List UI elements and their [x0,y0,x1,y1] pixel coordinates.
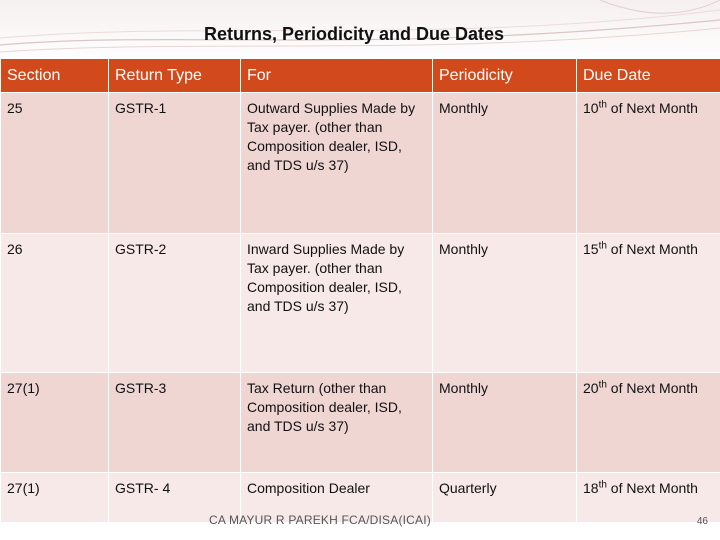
cell-due-date: 10th of Next Month [576,92,720,234]
due-rest: of Next Month [606,380,698,396]
cell-due-date: 20th of Next Month [576,372,720,473]
cell-section: 27(1) [0,472,109,523]
cell-for: Inward Supplies Made by Tax payer. (othe… [240,233,433,373]
header-for: For [240,58,433,93]
table-header-row: Section Return Type For Periodicity Due … [0,58,720,93]
page-title: Returns, Periodicity and Due Dates [203,24,505,44]
cell-return-type: GSTR-2 [108,233,241,373]
cell-section: 25 [0,92,109,234]
cell-for: Outward Supplies Made by Tax payer. (oth… [240,92,433,234]
table-row: 25 GSTR-1 Outward Supplies Made by Tax p… [0,92,720,234]
cell-due-date: 15th of Next Month [576,233,720,373]
page-number: 46 [696,516,708,527]
due-day: 18 [583,480,599,496]
cell-for: Tax Return (other than Composition deale… [240,372,433,473]
table-row: 27(1) GSTR- 4 Composition Dealer Quarter… [0,472,720,523]
decorative-swoosh [0,0,720,53]
cell-return-type: GSTR-3 [108,372,241,473]
cell-periodicity: Monthly [432,233,577,373]
header-periodicity: Periodicity [432,58,577,93]
due-ordinal: th [598,240,607,252]
cell-for: Composition Dealer [240,472,433,523]
cell-section: 27(1) [0,372,109,473]
due-rest: of Next Month [606,100,698,116]
cell-return-type: GSTR-1 [108,92,241,234]
due-day: 20 [583,380,599,396]
cell-section: 26 [0,233,109,373]
header-section: Section [0,58,109,93]
header-due-date: Due Date [576,58,720,93]
cell-return-type: GSTR- 4 [108,472,241,523]
due-ordinal: th [598,479,607,491]
cell-periodicity: Quarterly [432,472,577,523]
due-ordinal: th [598,99,607,111]
table-row: 27(1) GSTR-3 Tax Return (other than Comp… [0,372,720,473]
footer-author: CA MAYUR R PAREKH FCA/DISA(ICAI) [209,513,431,527]
cell-periodicity: Monthly [432,372,577,473]
cell-due-date: 18th of Next Month [576,472,720,523]
due-rest: of Next Month [606,241,698,257]
due-dates-table: Section Return Type For Periodicity Due … [0,58,720,523]
due-day: 10 [583,100,599,116]
header-return-type: Return Type [108,58,241,93]
due-rest: of Next Month [606,480,698,496]
due-ordinal: th [598,379,607,391]
due-day: 15 [583,241,599,257]
cell-periodicity: Monthly [432,92,577,234]
table-row: 26 GSTR-2 Inward Supplies Made by Tax pa… [0,233,720,373]
